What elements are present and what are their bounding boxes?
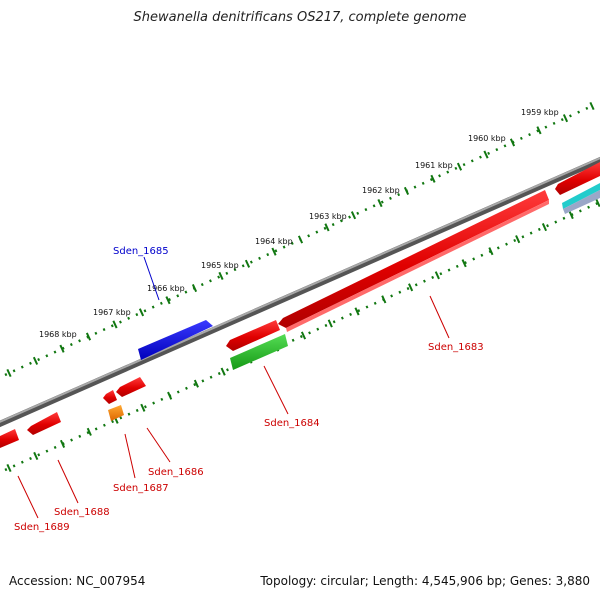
kbp-label: 1968 kbp: [39, 330, 77, 339]
kbp-label: 1962 kbp: [362, 186, 400, 195]
gene-feature-lavender[interactable]: [563, 190, 600, 214]
ruler-tick: [59, 439, 66, 448]
outer-ruler: [4, 104, 593, 377]
ruler-tick: [354, 307, 360, 316]
ruler-tick: [562, 114, 569, 123]
ruler-tick: [300, 331, 307, 340]
ruler-tick: [434, 271, 440, 280]
ruler-tick: [33, 451, 39, 461]
gene-label-sden-1683[interactable]: Sden_1683: [428, 342, 484, 353]
ruler-tick: [6, 368, 12, 378]
gene-feature-red[interactable]: [226, 320, 280, 351]
gene-label-sden-1688[interactable]: Sden_1688: [54, 507, 110, 518]
gene-feature-cyan[interactable]: [562, 183, 600, 209]
ruler-tick: [112, 320, 118, 329]
gene-feature-sden-1688[interactable]: [27, 412, 61, 435]
gene-feature-sden-1689[interactable]: [0, 429, 19, 448]
gene-label-sden-1687[interactable]: Sden_1687: [113, 483, 169, 494]
ruler-tick: [193, 379, 199, 388]
ruler-tick: [595, 198, 600, 208]
ruler-tick: [167, 391, 173, 400]
gene-feature-sden-1684[interactable]: [230, 334, 288, 370]
ruler-tick: [218, 271, 224, 280]
kbp-label: 1966 kbp: [147, 284, 185, 293]
accession-text: Accession: NC_007954: [9, 574, 146, 588]
genome-summary-text: Topology: circular; Length: 4,545,906 bp…: [260, 574, 590, 588]
gene-feature-shadow: [286, 200, 549, 332]
ruler-tick: [191, 283, 198, 293]
ruler-tick: [568, 210, 574, 220]
label-leaders: [17, 256, 450, 519]
ruler-tick: [541, 223, 548, 232]
kbp-label: 1961 kbp: [415, 161, 453, 170]
ruler-tick: [32, 356, 39, 365]
ruler-tick: [456, 162, 463, 171]
gene-feature-sden-1687[interactable]: [103, 390, 117, 404]
inner-ruler-dots: [4, 201, 599, 472]
leader-sden-1689: [17, 475, 39, 519]
ruler-tick: [536, 126, 542, 135]
gene-feature-red[interactable]: [555, 162, 600, 195]
outer-ruler-dots: [4, 104, 593, 377]
genome-backbone: [0, 156, 600, 428]
backbone-line: [0, 156, 600, 428]
ruler-tick: [515, 235, 521, 244]
ruler-tick: [140, 403, 146, 412]
ruler-tick: [6, 463, 12, 473]
gene-label-sden-1685[interactable]: Sden_1685: [113, 246, 169, 257]
ruler-tick: [430, 174, 436, 183]
inner-ruler: [4, 201, 599, 472]
leader-sden-1686: [146, 427, 171, 463]
leader-sden-1684: [263, 365, 289, 415]
ruler-tick: [488, 247, 494, 256]
ruler-tick: [589, 101, 595, 111]
kbp-label: 1965 kbp: [201, 261, 239, 270]
backbone-highlight: [0, 157, 600, 423]
leader-sden-1685: [143, 256, 160, 301]
ruler-tick: [86, 427, 92, 436]
gene-label-sden-1686[interactable]: Sden_1686: [148, 467, 204, 478]
leader-sden-1683: [429, 295, 450, 339]
gene-feature-orange[interactable]: [108, 405, 124, 421]
ruler-tick: [220, 367, 226, 376]
ruler-tick: [244, 259, 251, 268]
gene-label-sden-1689[interactable]: Sden_1689: [14, 522, 70, 533]
inner-ruler-ticks: [6, 198, 600, 473]
ruler-tick: [324, 223, 330, 232]
ruler-tick: [509, 138, 516, 147]
outer-ruler-ticks: [6, 101, 595, 378]
ruler-tick: [408, 283, 414, 292]
ruler-tick: [350, 211, 357, 220]
kbp-label: 1964 kbp: [255, 237, 293, 246]
ruler-tick: [483, 150, 489, 159]
leader-sden-1688: [57, 459, 79, 504]
leader-sden-1687: [124, 433, 136, 479]
kbp-label: 1959 kbp: [521, 108, 559, 117]
ruler-tick: [461, 259, 467, 268]
ruler-tick: [377, 199, 383, 208]
ruler-tick: [297, 235, 304, 244]
kbp-labels: 1959 kbp 1960 kbp 1961 kbp 1962 kbp 1963…: [39, 108, 559, 339]
ruler-tick: [381, 295, 387, 304]
ruler-tick: [85, 332, 92, 341]
gene-feature-sden-1683[interactable]: [278, 190, 549, 328]
map-title: Shewanella denitrificans OS217, complete…: [133, 10, 467, 25]
ruler-tick: [327, 319, 333, 328]
ruler-tick: [59, 344, 65, 353]
ruler-tick: [271, 247, 277, 256]
gene-labels: Sden_1683 Sden_1684 Sden_1685 Sden_1686 …: [14, 246, 484, 533]
kbp-label: 1960 kbp: [468, 134, 506, 143]
gene-label-sden-1684[interactable]: Sden_1684: [264, 418, 320, 429]
ruler-tick: [165, 296, 171, 305]
gene-features: [0, 162, 600, 448]
gene-feature-sden-1686[interactable]: [116, 377, 146, 397]
gene-feature-sden-1685[interactable]: [138, 320, 213, 360]
kbp-label: 1963 kbp: [309, 212, 347, 221]
ruler-tick: [138, 308, 145, 317]
ruler-tick: [403, 186, 410, 196]
kbp-label: 1967 kbp: [93, 308, 131, 317]
